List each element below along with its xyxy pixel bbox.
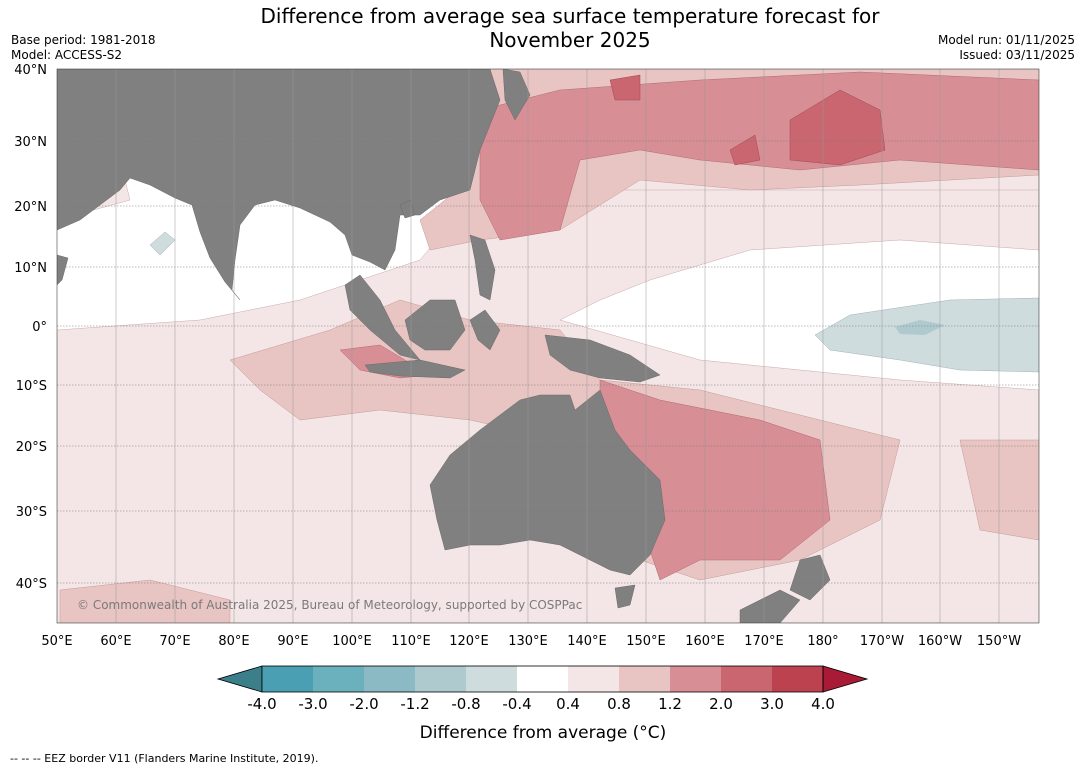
lat-label: 20°N bbox=[14, 200, 47, 215]
lat-label: 20°S bbox=[16, 440, 47, 455]
run-info: Model run: 01/11/2025 Issued: 03/11/2025 bbox=[938, 33, 1075, 63]
lon-labels: 50°E 60°E 70°E 80°E 90°E 100°E 110°E 120… bbox=[41, 634, 1021, 649]
lon-label: 170°W bbox=[860, 634, 904, 649]
colorbar-swatch bbox=[517, 666, 568, 692]
lat-labels: 40°N 30°N 20°N 10°N 0° 10°S 20°S 30°S 40… bbox=[14, 63, 47, 592]
lon-label: 150°W bbox=[977, 634, 1021, 649]
lat-label: 40°N bbox=[14, 63, 47, 78]
lon-label: 90°E bbox=[277, 634, 308, 649]
title-line-1: Difference from average sea surface temp… bbox=[260, 4, 880, 28]
colorbar-tick: -1.2 bbox=[400, 695, 429, 713]
title-line-2: November 2025 bbox=[489, 28, 651, 52]
colorbar-arrow-low bbox=[216, 665, 263, 693]
lon-label: 60°E bbox=[100, 634, 131, 649]
lon-label: 120°E bbox=[449, 634, 489, 649]
issued-date: Issued: 03/11/2025 bbox=[959, 48, 1075, 62]
africa-horn bbox=[57, 254, 69, 286]
java bbox=[364, 359, 466, 379]
land bbox=[57, 69, 831, 623]
map-frame bbox=[56, 68, 1040, 624]
australia bbox=[429, 389, 666, 576]
map-plot-area: © Commonwealth of Australia 2025, Bureau… bbox=[57, 69, 1039, 623]
colorbar-tick: 2.0 bbox=[709, 695, 733, 713]
colorbar-tick: -4.0 bbox=[247, 695, 276, 713]
nz-south-island bbox=[739, 589, 801, 623]
colorbar-arrow-high bbox=[822, 665, 869, 693]
japan-korea bbox=[502, 69, 531, 121]
borneo bbox=[404, 299, 466, 351]
lon-label: 50°E bbox=[41, 634, 72, 649]
copyright-notice: © Commonwealth of Australia 2025, Bureau… bbox=[77, 598, 582, 612]
colorbar-swatch bbox=[670, 666, 721, 692]
lon-label: 140°E bbox=[567, 634, 607, 649]
colorbar-swatch bbox=[466, 666, 517, 692]
colorbar-swatch bbox=[364, 666, 415, 692]
colorbar-tick: 4.0 bbox=[811, 695, 835, 713]
colorbar-tick: 3.0 bbox=[760, 695, 784, 713]
colorbar-title: Difference from average (°C) bbox=[420, 723, 667, 743]
colorbar-tick: -2.0 bbox=[349, 695, 378, 713]
lon-label: 100°E bbox=[332, 634, 372, 649]
lon-label: 110°E bbox=[391, 634, 431, 649]
base-period: Base period: 1981-2018 bbox=[11, 33, 156, 47]
colorbar-outline bbox=[261, 665, 824, 693]
lat-label: 0° bbox=[32, 320, 47, 335]
lat-label: 40°S bbox=[16, 577, 47, 592]
colorbar-swatch bbox=[262, 666, 313, 692]
meridians bbox=[115, 69, 1000, 623]
colorbar-swatch bbox=[772, 666, 823, 692]
model-name: Model: ACCESS-S2 bbox=[11, 48, 123, 62]
colorbar-swatch bbox=[721, 666, 772, 692]
lon-label: 150°E bbox=[626, 634, 666, 649]
lon-label: 160°W bbox=[918, 634, 962, 649]
anomaly-cool-neg0.8-neg1.2 bbox=[895, 320, 945, 335]
lat-label: 10°N bbox=[14, 261, 47, 276]
colorbar-tick: -0.4 bbox=[502, 695, 531, 713]
lon-label: 170°E bbox=[744, 634, 784, 649]
model-info: Base period: 1981-2018 Model: ACCESS-S2 bbox=[11, 33, 156, 63]
colorbar-swatch bbox=[568, 666, 619, 692]
lon-label: 80°E bbox=[218, 634, 249, 649]
colorbar-tick: -0.8 bbox=[451, 695, 480, 713]
asia-landmass bbox=[57, 69, 501, 301]
colorbar-swatch bbox=[415, 666, 466, 692]
nz-north-island bbox=[789, 554, 831, 601]
anomaly-2.0-3.0 bbox=[609, 74, 886, 166]
model-run: Model run: 01/11/2025 bbox=[937, 33, 1075, 47]
colorbar-swatch bbox=[313, 666, 364, 692]
map-title: Difference from average sea surface temp… bbox=[200, 4, 940, 52]
colorbar: -4.0 -3.0 -2.0 -1.2 -0.8 -0.4 0.4 0.8 1.… bbox=[216, 665, 869, 743]
colorbar-tick: -3.0 bbox=[298, 695, 327, 713]
colorbar-tick: 0.8 bbox=[607, 695, 631, 713]
sst-anomaly-map: © Commonwealth of Australia 2025, Bureau… bbox=[14, 63, 1040, 743]
lat-label: 30°S bbox=[16, 505, 47, 520]
philippines bbox=[469, 234, 496, 301]
colorbar-tick: 1.2 bbox=[658, 695, 682, 713]
lat-label: 10°S bbox=[16, 379, 47, 394]
new-guinea bbox=[544, 334, 661, 383]
colorbar-swatch bbox=[619, 666, 670, 692]
tasmania bbox=[614, 584, 636, 609]
lon-label: 130°E bbox=[508, 634, 548, 649]
anomaly-cool-neg0.4-neg0.8 bbox=[149, 231, 1039, 373]
lon-label: 180° bbox=[807, 634, 838, 649]
colorbar-tick: 0.4 bbox=[556, 695, 580, 713]
lon-label: 160°E bbox=[685, 634, 725, 649]
eez-footnote: -- -- -- EEZ border V11 (Flanders Marine… bbox=[10, 752, 319, 765]
lon-label: 70°E bbox=[159, 634, 190, 649]
sulawesi bbox=[469, 309, 501, 351]
lat-label: 30°N bbox=[14, 135, 47, 150]
